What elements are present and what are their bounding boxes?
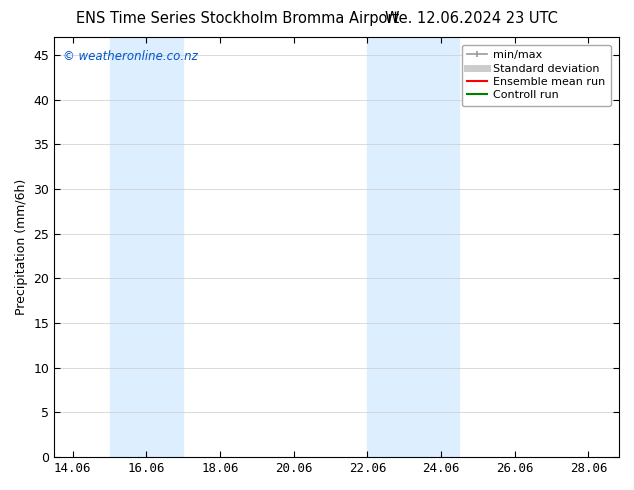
Legend: min/max, Standard deviation, Ensemble mean run, Controll run: min/max, Standard deviation, Ensemble me… [462,45,611,106]
Text: ENS Time Series Stockholm Bromma Airport: ENS Time Series Stockholm Bromma Airport [76,11,399,26]
Bar [368,37,460,457]
Text: We. 12.06.2024 23 UTC: We. 12.06.2024 23 UTC [385,11,558,26]
Y-axis label: Precipitation (mm/6h): Precipitation (mm/6h) [15,179,28,315]
Bar [110,37,183,457]
Text: © weatheronline.co.nz: © weatheronline.co.nz [63,49,198,63]
